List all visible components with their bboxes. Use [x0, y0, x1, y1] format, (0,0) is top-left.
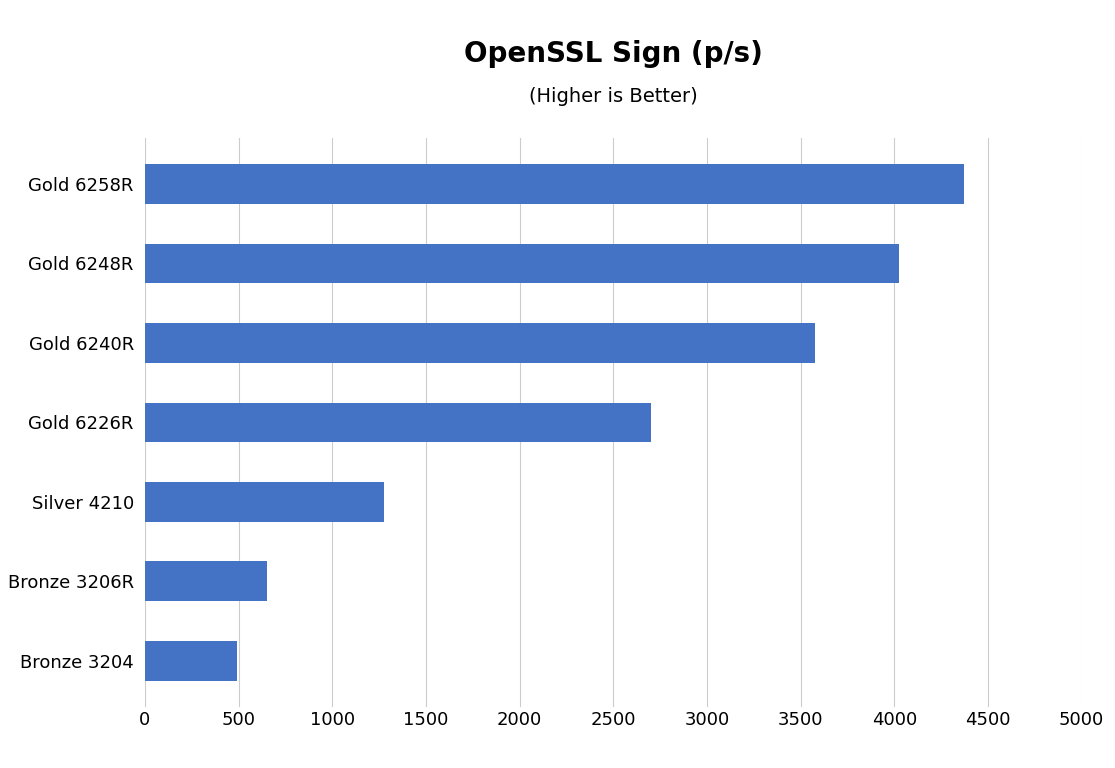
Text: OpenSSL Sign (p/s): OpenSSL Sign (p/s) — [464, 40, 763, 68]
Bar — [145, 561, 266, 601]
Bar — [145, 323, 815, 362]
Text: (Higher is Better): (Higher is Better) — [529, 87, 698, 105]
Bar — [145, 641, 236, 680]
Bar — [145, 164, 964, 204]
Bar — [145, 482, 384, 521]
Bar — [145, 402, 651, 442]
Bar — [145, 243, 899, 283]
